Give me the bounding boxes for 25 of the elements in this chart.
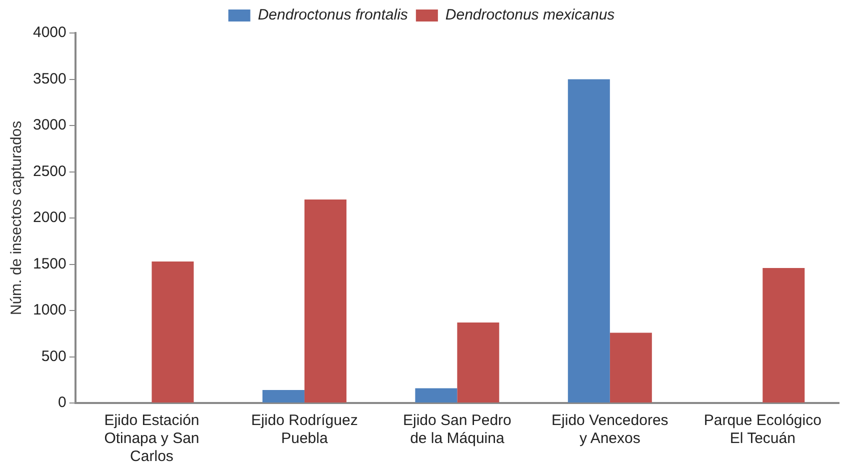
bar [262,390,304,402]
x-tick-label: Ejido Rodríguez Puebla [251,412,358,448]
y-tick-label: 2000 [32,209,66,226]
x-tick-label: Ejido Vencedores y Anexos [552,412,668,448]
x-tick-label: Ejido Estación Otinapa y San Carlos [104,412,200,466]
y-tick-label: 1500 [32,255,66,272]
y-axis-title: Núm. de insectos capturados [8,120,26,316]
legend-label: Dendroctonus mexicanus [445,6,616,24]
bar [610,332,652,402]
bar [457,322,500,402]
y-tick-label: 2500 [32,162,66,180]
y-tick-label: 3000 [32,116,66,134]
bar [568,79,610,402]
y-tick-label: 4000 [32,24,66,42]
y-tick-label: 0 [58,394,66,412]
y-tick-label: 500 [41,348,66,365]
bar [762,268,805,402]
y-tick-label: 1000 [32,302,66,319]
x-tick-label: Parque Ecológico El Tecuán [704,412,822,448]
bar [304,200,346,402]
legend-label: Dendroctonus frontalis [258,6,408,24]
bar [415,388,458,402]
y-tick-label: 3500 [32,70,66,88]
bar [152,261,194,402]
x-tick-label: Ejido San Pedro de la Máquina [402,412,512,448]
